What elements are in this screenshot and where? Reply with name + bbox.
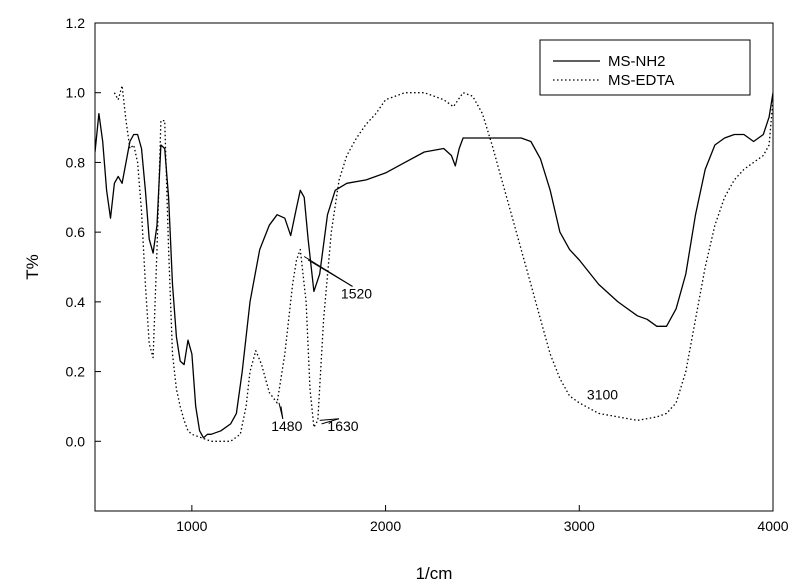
y-axis-label: T% [23,254,42,280]
annotation-label-1630: 1630 [327,418,358,434]
annotation-arrow [307,259,353,287]
annotation-arrow [319,418,340,421]
legend-label-ms-nh2: MS-NH2 [608,53,666,70]
annotation-group: 1520 1480 1630 3100 [271,256,618,434]
y-tick-label: 0.8 [66,154,86,170]
series-group [95,85,773,442]
x-tick-label: 1000 [176,518,207,534]
y-tick-label: 0.0 [66,433,86,449]
x-tick-label: 3000 [564,518,595,534]
annotation-arrow [321,418,340,425]
annotation-label-1520: 1520 [341,285,372,301]
legend-box [539,39,751,96]
y-tick-label: 0.6 [66,224,86,240]
series-line-ms-nh2 [95,92,773,439]
x-tick-label: 2000 [370,518,401,534]
legend-label-ms-edta: MS-EDTA [608,72,674,89]
y-tick-label: 1.2 [66,15,86,31]
y-tick-label: 0.4 [66,294,86,310]
x-axis-label: 1/cm [416,564,453,583]
series-line-ms-edta [113,85,773,442]
annotation-label-1480: 1480 [271,418,302,434]
y-tick-label: 1.0 [66,85,86,101]
annotation-arrow [280,406,284,419]
axes-group: 1000 2000 3000 4000 0.0 0.2 0.4 0.6 0.8 1.0 1.2 [66,15,789,534]
plot-frame [94,22,774,512]
x-tick-label: 4000 [757,518,788,534]
annotation-label-3100: 3100 [587,387,618,403]
y-tick-label: 0.2 [66,364,86,380]
legend: MS-NH2 MS-EDTA [539,39,751,96]
